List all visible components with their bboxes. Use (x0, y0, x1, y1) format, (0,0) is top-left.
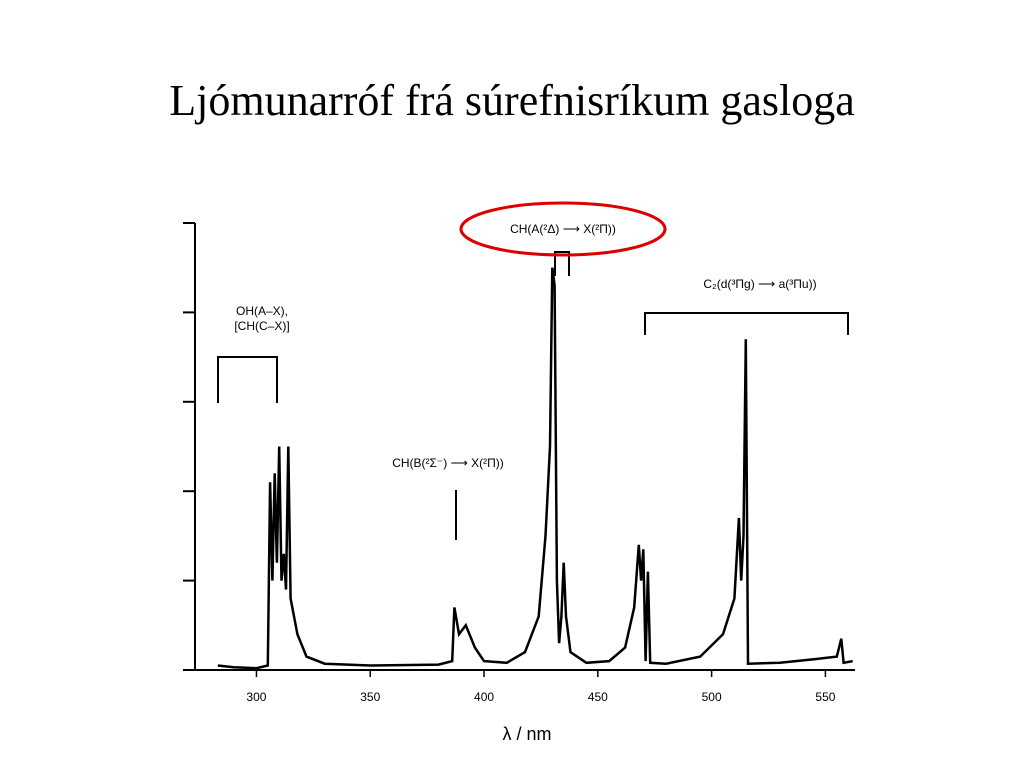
spectrum-line (217, 267, 853, 670)
x-tick-label: 550 (815, 690, 835, 704)
annotation: OH(A–X), (236, 304, 288, 318)
annotation: CH(A(²Δ) ⟶ X(²Π)) (510, 222, 616, 236)
annotation: [CH(C–X)] (234, 319, 289, 333)
x-tick-label: 450 (588, 690, 608, 704)
x-tick-label: 300 (246, 690, 266, 704)
annotation: CH(B(²Σ⁻) ⟶ X(²Π)) (392, 456, 504, 470)
annotation: C₂(d(³Πg) ⟶ a(³Πu)) (703, 277, 816, 291)
x-tick-label: 350 (360, 690, 380, 704)
bracket (644, 312, 849, 335)
bracket (554, 251, 570, 276)
slide-title: Ljómunarróf frá súrefnisríkum gasloga (169, 76, 854, 125)
x-tick-label: 500 (702, 690, 722, 704)
x-axis-label: λ / nm (502, 724, 551, 744)
bracket (217, 356, 278, 403)
x-tick-label: 400 (474, 690, 494, 704)
highlight-ellipse (459, 201, 667, 257)
brackets (217, 251, 849, 540)
